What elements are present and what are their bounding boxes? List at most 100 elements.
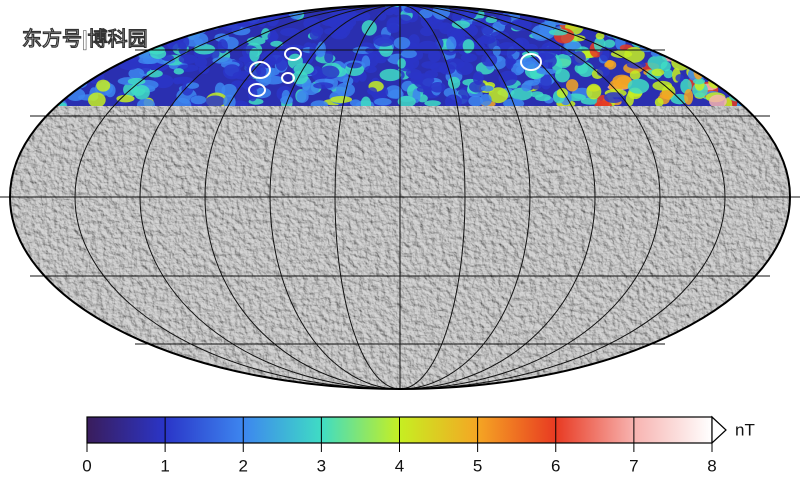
anomaly-patch (346, 62, 362, 69)
anomaly-patch (72, 5, 83, 14)
anomaly-patch (540, 73, 552, 90)
anomaly-patch (680, 38, 701, 52)
anomaly-patch (771, 8, 782, 24)
anomaly-patch (701, 58, 724, 65)
anomaly-patch (744, 40, 762, 55)
anomaly-patch (0, 75, 5, 81)
anomaly-patch (174, 14, 194, 24)
anomaly-patch (764, 5, 784, 13)
anomaly-patch (521, 82, 532, 92)
anomaly-patch (492, 45, 501, 56)
anomaly-patch (267, 31, 279, 42)
anomaly-patch (686, 53, 704, 60)
anomaly-patch (88, 92, 106, 106)
anomaly-patch (19, 81, 37, 98)
anomaly-patch (735, 12, 751, 20)
anomaly-patch (668, 35, 683, 47)
anomaly-patch (193, 43, 216, 55)
anomaly-patch (13, 58, 30, 70)
anomaly-markers (248, 47, 542, 97)
anomaly-patch (794, 45, 800, 52)
anomaly-patch (629, 70, 641, 80)
anomaly-patch (416, 85, 433, 93)
anomaly-patch (783, 61, 790, 69)
anomaly-patch (721, 5, 736, 11)
anomaly-patch (734, 22, 750, 35)
anomaly-patch (789, 74, 790, 86)
anomaly-patch (400, 49, 417, 59)
anomaly-patch (59, 75, 70, 83)
anomaly-patch (262, 75, 285, 85)
anomaly-patch (104, 48, 126, 64)
anomaly-patch (580, 97, 601, 105)
anomaly-patch (465, 0, 479, 5)
anomaly-patch (748, 5, 764, 6)
anomaly-patch (81, 6, 102, 19)
anomaly-patch (740, 85, 751, 99)
anomaly-patch (586, 83, 602, 100)
anomaly-patch (87, 5, 99, 12)
anomaly-patch (490, 31, 510, 40)
anomaly-patch (13, 56, 30, 65)
anomaly-patch (70, 20, 84, 27)
anomaly-patch (242, 5, 261, 12)
anomaly-patch (65, 63, 81, 71)
anomaly-patch (310, 100, 328, 106)
anomaly-patch (757, 83, 778, 95)
anomaly-patch (671, 37, 687, 48)
anomaly-patch (150, 11, 164, 20)
anomaly-patch (684, 88, 694, 105)
anomaly-patch (777, 43, 790, 55)
colorbar-tick-label: 2 (239, 456, 248, 475)
anomaly-patch (280, 27, 301, 37)
anomaly-patch (554, 68, 570, 83)
anomaly-patch (10, 5, 30, 12)
colorbar-tick-label: 0 (82, 456, 91, 475)
anomaly-patch (648, 9, 665, 22)
anomaly-patch (787, 15, 790, 32)
colorbar-extension (711, 415, 727, 445)
anomaly-patch (658, 5, 668, 11)
anomaly-patch (737, 79, 759, 93)
anomaly-patch (96, 79, 111, 92)
colorbar-tick-label: 7 (629, 456, 638, 475)
anomaly-patch (138, 15, 148, 25)
anomaly-patch (173, 24, 188, 32)
anomaly-patch (32, 5, 49, 17)
anomaly-patch (34, 78, 50, 85)
anomaly-patch (488, 87, 509, 104)
anomaly-patch (256, 66, 267, 77)
anomaly-patch (709, 14, 728, 23)
anomaly-patch (166, 21, 181, 36)
anomaly-patch (590, 7, 612, 20)
anomaly-patch (645, 11, 656, 22)
anomaly-patch (696, 49, 711, 61)
anomaly-patch (10, 75, 29, 88)
anomaly-patch (726, 5, 749, 9)
anomaly-patch (702, 0, 711, 4)
anomaly-patch (10, 5, 23, 9)
anomaly-patch (190, 95, 207, 105)
marker (520, 53, 542, 71)
anomaly-patch (480, 85, 494, 92)
anomaly-patch (730, 44, 746, 58)
anomaly-patch (747, 16, 766, 25)
anomaly-patch (705, 6, 726, 19)
anomaly-patch (214, 33, 230, 43)
anomaly-patch (249, 47, 260, 62)
anomaly-patch (745, 11, 761, 23)
anomaly-patch (26, 54, 42, 70)
anomaly-patch (75, 71, 85, 84)
anomaly-patch (705, 34, 721, 51)
anomaly-patch (204, 5, 219, 17)
colorbar-unit: nT (735, 420, 755, 439)
anomaly-patch (773, 26, 790, 39)
anomaly-patch (198, 65, 210, 74)
anomaly-patch (10, 54, 26, 67)
anomaly-patch (737, 5, 751, 6)
anomaly-patch (625, 92, 634, 106)
anomaly-patch (689, 24, 709, 33)
anomaly-patch (742, 34, 751, 42)
anomaly-patch (419, 26, 435, 37)
anomaly-patch (762, 65, 779, 78)
